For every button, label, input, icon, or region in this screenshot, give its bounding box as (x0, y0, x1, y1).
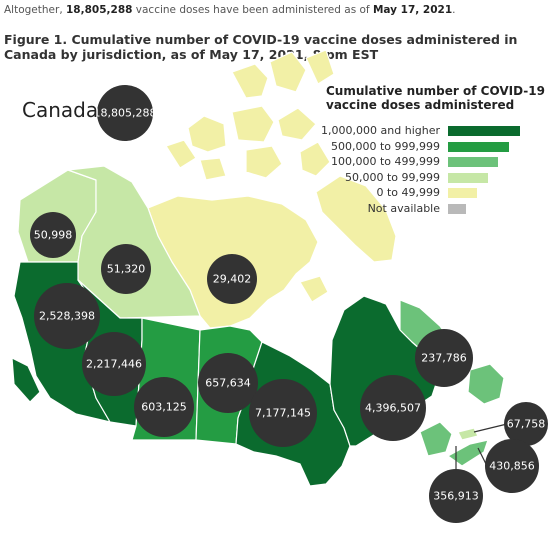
legend: Cumulative number of COVID-19 vaccine do… (321, 84, 546, 218)
nova-scotia-label: 430,856 (489, 460, 535, 473)
country-name: Canada (22, 98, 99, 122)
legend-swatch (448, 172, 488, 183)
newfoundland-region (467, 363, 505, 405)
legend-row: Not available (326, 202, 546, 218)
british-columbia-label: 2,528,398 (39, 310, 95, 323)
legend-label: 100,000 to 499,999 (330, 155, 440, 168)
intro-total: 18,805,288 (66, 4, 133, 16)
arctic-islands-region (165, 49, 335, 181)
legend-row: 100,000 to 499,999 (326, 155, 546, 171)
alberta-label: 2,217,446 (86, 358, 142, 371)
northwest-territories-bubble (101, 244, 151, 294)
canada-total-bubble (97, 85, 153, 141)
intro-middle: vaccine doses have been administered as … (132, 4, 373, 16)
legend-title: Cumulative number of COVID-19 vaccine do… (326, 84, 545, 112)
new-brunswick-label: 356,913 (433, 490, 479, 503)
legend-row: 0 to 49,999 (326, 186, 546, 202)
saskatchewan-label: 603,125 (141, 401, 187, 414)
legend-swatch (448, 157, 498, 167)
northwest-territories-label: 51,320 (107, 263, 146, 276)
alberta-bubble (82, 332, 146, 396)
pei-region (457, 427, 479, 441)
pei-callout-line (473, 423, 508, 433)
intro-suffix: . (452, 4, 456, 16)
southampton-island-region (299, 275, 329, 303)
legend-row: 500,000 to 999,999 (326, 140, 546, 156)
legend-row: 1,000,000 and higher (321, 124, 546, 140)
manitoba-bubble (198, 353, 258, 413)
nunavut-bubble (207, 254, 257, 304)
nunavut-label: 29,402 (213, 273, 252, 286)
pei-bubble (504, 402, 548, 446)
legend-swatch (448, 203, 466, 214)
manitoba-label: 657,634 (205, 377, 251, 390)
legend-swatch (448, 126, 520, 136)
legend-swatch (448, 141, 509, 152)
legend-label: Not available (367, 201, 440, 215)
new-brunswick-bubble (429, 469, 483, 523)
legend-label: 0 to 49,999 (376, 186, 440, 199)
legend-label: 500,000 to 999,999 (330, 139, 440, 153)
yukon-label: 50,998 (34, 229, 73, 242)
british-columbia-bubble (34, 283, 100, 349)
intro-prefix: Altogether, (4, 4, 66, 16)
newfoundland-labrador-label: 237,786 (421, 352, 467, 365)
legend-label: 1,000,000 and higher (321, 124, 440, 137)
ontario-bubble (249, 379, 317, 447)
ontario-label: 7,177,145 (255, 407, 311, 420)
quebec-bubble (360, 375, 426, 441)
intro-text: Altogether, 18,805,288 vaccine doses hav… (4, 4, 456, 16)
baffin-island-region (315, 175, 397, 263)
legend-label: 50,000 to 99,999 (344, 170, 440, 184)
legend-row: 50,000 to 99,999 (326, 171, 546, 187)
canada-total-label: 18,805,288 (94, 107, 157, 120)
vancouver-island-region (11, 357, 41, 403)
saskatchewan-bubble (134, 377, 194, 437)
nova-scotia-bubble (485, 439, 539, 493)
new-brunswick-region (419, 421, 453, 457)
legend-swatch (448, 188, 477, 198)
pei-label: 67,758 (507, 418, 546, 431)
quebec-label: 4,396,507 (365, 402, 421, 415)
intro-date: May 17, 2021 (372, 4, 453, 16)
newfoundland-labrador-bubble (415, 329, 473, 387)
yukon-bubble (30, 212, 76, 258)
northwest-territories-region (67, 165, 201, 319)
nova-scotia-region (447, 439, 489, 467)
